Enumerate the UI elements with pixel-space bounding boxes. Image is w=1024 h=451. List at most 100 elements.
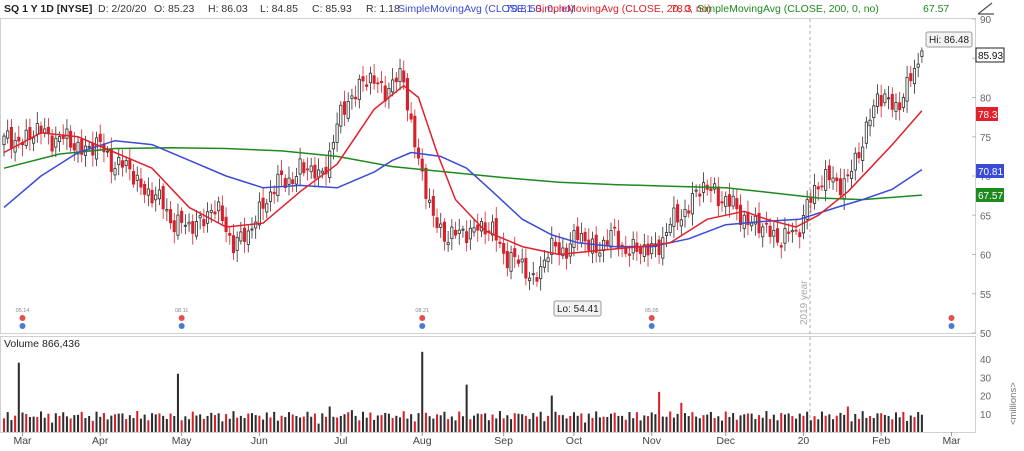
x-tick-label: Jul [334, 435, 347, 446]
candle-body [194, 221, 199, 237]
volume-bar [820, 411, 823, 432]
candle-body [683, 209, 687, 218]
dividend-icon[interactable] [948, 323, 955, 329]
candle-body [265, 203, 269, 213]
candle-body [764, 222, 768, 225]
volume-bar [354, 415, 357, 432]
sma200-value: 67.57 [923, 3, 949, 15]
candle-body [590, 238, 595, 254]
candle-body [768, 225, 772, 237]
volume-bar [306, 411, 309, 432]
earnings-icon[interactable] [648, 315, 655, 321]
candle-body [750, 222, 754, 227]
candle-body [6, 130, 10, 139]
candle-body [528, 277, 532, 282]
candle-body [576, 226, 580, 241]
candle-body [402, 70, 406, 83]
volume-bar [350, 410, 353, 432]
candlestick-series [2, 47, 924, 291]
volume-bar [569, 416, 572, 432]
volume-bar [739, 415, 742, 432]
volume-bar [43, 417, 46, 432]
symbol-label: SQ 1 Y 1D [NYSE] [4, 3, 92, 15]
candle-body [453, 229, 458, 236]
candle-body [535, 277, 539, 282]
candle-body [24, 129, 28, 146]
volume-bar [591, 417, 594, 432]
candle-body [169, 209, 173, 224]
earnings-icon[interactable] [19, 315, 26, 321]
volume-bar [754, 419, 757, 432]
candle-body [280, 170, 284, 176]
volume-bar [384, 412, 387, 432]
dividend-icon[interactable] [178, 323, 185, 329]
price-tick-label: 55 [980, 290, 992, 301]
volume-bar [21, 412, 24, 432]
volume-bar [417, 413, 420, 432]
volume-bar [58, 415, 61, 432]
volume-bar [602, 416, 605, 432]
candle-body [816, 186, 820, 190]
candle-body [583, 231, 587, 242]
volume-bar [869, 415, 872, 432]
sma20-label: SimpleMovingAvg (CLOSE, 20, 0, no) [535, 3, 711, 15]
volume-bar [410, 414, 413, 432]
volume-bar [584, 422, 587, 432]
candle-body [131, 171, 136, 185]
dividend-icon[interactable] [648, 323, 655, 329]
x-tick-label: 20 [798, 435, 810, 446]
candle-body [727, 194, 731, 207]
volume-bar [906, 420, 909, 432]
candle-body [461, 228, 465, 231]
earnings-icon[interactable] [419, 315, 426, 321]
volume-bar [558, 415, 561, 432]
volume-bar [139, 418, 142, 432]
volume-bar [313, 413, 316, 432]
volume-bar [613, 412, 616, 432]
volume-bar [428, 416, 431, 432]
candle-body [450, 226, 454, 240]
candle-body [472, 227, 476, 233]
candle-body [435, 217, 439, 229]
volume-bar [321, 413, 324, 432]
volume-bar [47, 413, 50, 432]
earnings-icon[interactable] [178, 315, 185, 321]
candle-body [716, 186, 720, 207]
moving-average-layer [3, 84, 923, 256]
volume-bar [343, 414, 346, 432]
volume-bar [691, 412, 694, 432]
candle-body [202, 219, 206, 227]
candle-body [861, 146, 865, 161]
volume-bar [676, 413, 679, 432]
volume-bar [399, 417, 402, 432]
candle-body [672, 207, 676, 227]
high-callout: Hi: 86.48 [925, 31, 973, 48]
volume-bar [839, 412, 842, 432]
chart-settings-icon[interactable] [977, 2, 994, 15]
volume-bar [213, 415, 216, 432]
price-tick-label: 50 [980, 329, 992, 340]
candle-body [361, 76, 365, 82]
dividend-icon[interactable] [419, 323, 426, 329]
volume-bar [406, 418, 409, 432]
candle-body [17, 136, 21, 142]
candle-body [291, 179, 295, 184]
dividend-icon[interactable] [19, 323, 26, 329]
candle-body [32, 137, 36, 144]
candle-body [920, 50, 924, 57]
volume-bar [10, 420, 13, 432]
axis-layer: 50556065707580859010203040MarAprMayJunJu… [13, 15, 992, 447]
volume-bar [91, 420, 94, 432]
volume-bar [413, 421, 416, 432]
earnings-icon[interactable] [948, 315, 955, 321]
sma20-tag-text: 78.3 [978, 110, 998, 121]
candle-body [720, 201, 724, 204]
volume-bar [480, 414, 483, 432]
candle-body [431, 196, 435, 216]
volume-bar [598, 417, 601, 432]
volume-bar [217, 413, 220, 432]
candle-body [850, 171, 854, 179]
volume-bar [273, 411, 276, 432]
volume-bar [532, 412, 535, 432]
candle-body [354, 96, 358, 100]
